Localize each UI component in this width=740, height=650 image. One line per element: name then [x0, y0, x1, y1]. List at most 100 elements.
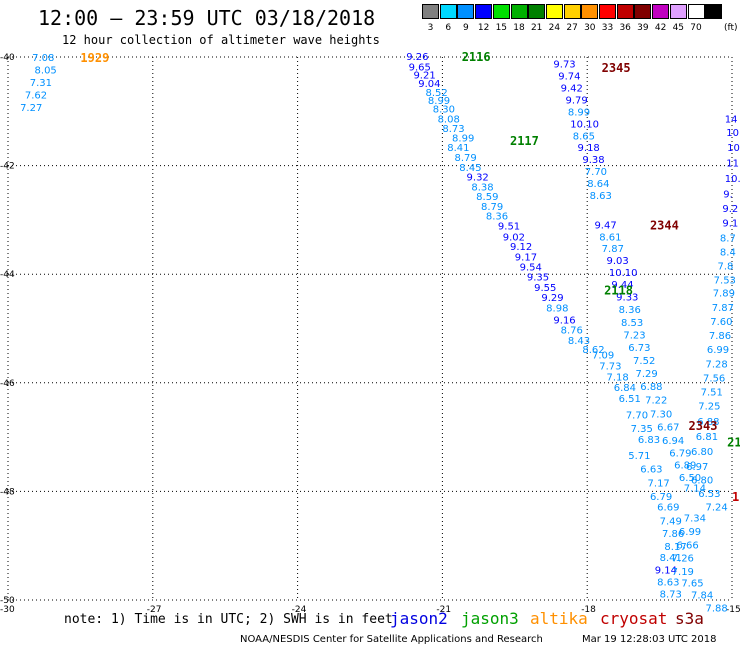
swh-value: 9.65: [409, 62, 431, 73]
swh-value: 6.99: [707, 345, 729, 356]
swh-value: 8.17: [664, 542, 686, 553]
swh-value: 8.41: [660, 553, 682, 564]
swh-value: 8.64: [587, 179, 609, 190]
swh-value: 7.62: [25, 91, 47, 102]
track-time-label: 2117: [510, 134, 539, 148]
swh-value: 8.36: [619, 305, 641, 316]
swh-value: 9.29: [541, 293, 563, 304]
swh-value: 7.09: [592, 351, 614, 362]
swh-value: 8.61: [599, 232, 621, 243]
swh-value: 7.26: [672, 554, 694, 565]
swh-value: 9.14: [655, 566, 677, 577]
swh-value: 8.63: [657, 578, 679, 589]
scale-swatch: [492, 4, 510, 19]
swh-value: 7.87: [602, 244, 624, 255]
swh-value: 7.28: [705, 359, 727, 370]
swh-value: 8.59: [476, 192, 498, 203]
swh-value: 7.30: [650, 409, 672, 420]
swh-value: 7.19: [672, 567, 694, 578]
scale-label: 42: [654, 23, 667, 33]
swh-value: 7.65: [681, 579, 703, 590]
scale-label: 39: [637, 23, 649, 33]
swh-value: 8.52: [426, 88, 448, 99]
swh-value: 7.60: [710, 317, 732, 328]
swh-value: 9.35: [527, 272, 549, 283]
scale-swatch: [616, 4, 634, 19]
footer-note: note: 1) Time is in UTC; 2) SWH is in fe…: [64, 612, 393, 627]
swh-value: 8.98: [546, 303, 568, 314]
scale-label: 12: [477, 23, 490, 33]
swh-value: 9.21: [413, 70, 435, 81]
swh-value: 7.86: [709, 331, 731, 342]
swh-value: 6.66: [676, 541, 698, 552]
scale-swatch: [545, 4, 563, 19]
swh-value: 9.33: [616, 293, 638, 304]
swh-value: 6.81: [696, 432, 718, 443]
lat-label: -42: [0, 162, 15, 172]
swh-value: 7.86: [662, 529, 684, 540]
lat-label: -50: [0, 596, 15, 606]
scale-label: 24: [548, 23, 561, 33]
swh-value: 6.73: [628, 343, 650, 354]
track-time-label: 2116: [462, 50, 491, 64]
swh-value: 7.87: [712, 303, 734, 314]
swh-value: 6.84: [614, 383, 636, 394]
swh-value: 7.70: [626, 410, 648, 421]
swh-value: 7.31: [30, 78, 52, 89]
swh-value: 8.7: [720, 233, 736, 244]
swh-value: 7.29: [635, 369, 657, 380]
swh-value: 9.44: [611, 280, 633, 291]
swh-value: 7.53: [714, 276, 736, 287]
swh-value: 10.10: [609, 268, 638, 279]
scale-label: 9: [463, 23, 469, 33]
lon-label: -24: [292, 605, 307, 615]
scale-label: 21: [530, 23, 543, 33]
swh-value: 7.34: [684, 514, 706, 525]
scale-swatch: [457, 4, 475, 19]
swh-value: 9.03: [607, 256, 629, 267]
swh-value: 7.73: [599, 362, 621, 373]
swh-value: 8.08: [438, 114, 460, 125]
swh-value: 11: [726, 158, 739, 169]
swh-value: 6.83: [638, 435, 660, 446]
track-time-label: 15: [732, 490, 740, 504]
swh-value: 8.79: [481, 202, 503, 213]
swh-value: 8.73: [660, 590, 682, 601]
swh-value: 8.62: [582, 345, 604, 356]
legend-jason3: jason3: [461, 609, 519, 628]
swh-value: 9.12: [510, 242, 532, 253]
swh-value: 9.74: [558, 72, 580, 83]
scale-swatch: [439, 4, 457, 19]
swh-value: 9.51: [498, 221, 520, 232]
swh-value: 8.53: [621, 318, 643, 329]
swh-value: 6.89: [674, 460, 696, 471]
scale-swatch: [528, 4, 546, 19]
swh-value: 6.53: [698, 489, 720, 500]
swh-value: 6.79: [650, 492, 672, 503]
swh-value: 6.97: [686, 462, 708, 473]
swh-value: 9.1: [722, 219, 738, 230]
lat-label: -40: [0, 53, 15, 63]
swh-value: 8.99: [428, 96, 450, 107]
lat-label: -44: [0, 270, 15, 280]
map-title: 12:00 – 23:59 UTC 03/18/2018: [38, 6, 376, 30]
swh-value: 9.04: [418, 79, 440, 90]
swh-value: 8.99: [452, 133, 474, 144]
swh-value: 9.42: [561, 83, 583, 94]
swh-value: 6.50: [679, 473, 701, 484]
swh-value: 6.94: [662, 436, 684, 447]
swh-value: 7.24: [705, 503, 727, 514]
scale-swatch: [581, 4, 599, 19]
scale-swatch: [599, 4, 616, 19]
swh-value: 8.05: [35, 66, 57, 77]
track-time-label: 2344: [650, 218, 679, 232]
scale-label: 33: [601, 23, 614, 33]
swh-value: 7.89: [713, 289, 735, 300]
swh-value: 6.99: [679, 527, 701, 538]
swh-value: 9.73: [553, 60, 575, 71]
swh-value: 7.51: [701, 388, 723, 399]
swh-value: 10.: [725, 174, 740, 185]
swh-value: 9.55: [534, 283, 556, 294]
lon-label: -21: [436, 605, 451, 615]
